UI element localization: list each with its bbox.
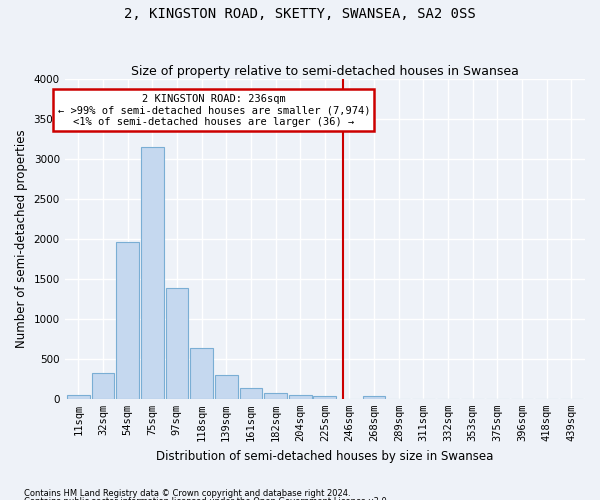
Bar [239, 388, 262, 399]
Bar [264, 393, 287, 399]
Text: Contains public sector information licensed under the Open Government Licence v3: Contains public sector information licen… [24, 498, 389, 500]
Text: Contains HM Land Registry data © Crown copyright and database right 2024.: Contains HM Land Registry data © Crown c… [24, 488, 350, 498]
Y-axis label: Number of semi-detached properties: Number of semi-detached properties [15, 130, 28, 348]
X-axis label: Distribution of semi-detached houses by size in Swansea: Distribution of semi-detached houses by … [156, 450, 494, 462]
Bar [289, 395, 311, 399]
Bar [190, 348, 213, 399]
Bar [92, 373, 114, 399]
Bar [215, 375, 238, 399]
Bar [141, 147, 164, 399]
Text: 2, KINGSTON ROAD, SKETTY, SWANSEA, SA2 0SS: 2, KINGSTON ROAD, SKETTY, SWANSEA, SA2 0… [124, 8, 476, 22]
Bar [116, 242, 139, 399]
Text: 2 KINGSTON ROAD: 236sqm
← >99% of semi-detached houses are smaller (7,974)
<1% o: 2 KINGSTON ROAD: 236sqm ← >99% of semi-d… [58, 94, 370, 127]
Title: Size of property relative to semi-detached houses in Swansea: Size of property relative to semi-detach… [131, 65, 519, 78]
Bar [363, 396, 385, 399]
Bar [166, 288, 188, 399]
Bar [67, 395, 89, 399]
Bar [313, 396, 336, 399]
